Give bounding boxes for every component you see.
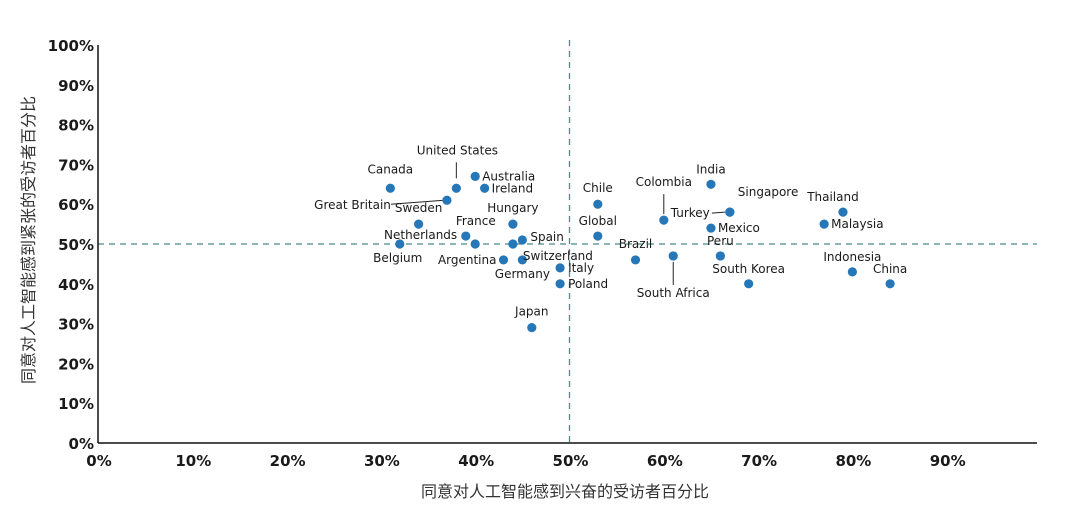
point-peru [715,251,725,261]
point-canada [385,183,395,193]
point-argentina [498,255,509,265]
label-indonesia: Indonesia [823,250,881,264]
label-switzerland: Switzerland [523,249,593,263]
label-mexico: Mexico [718,221,760,235]
label-singapore: Singapore [738,185,799,199]
x-tick-label: 90% [930,452,966,470]
point-thailand [838,207,848,217]
x-tick-label: 10% [175,452,211,470]
point-south-korea [744,279,754,289]
label-turkey: Turkey [670,206,710,220]
label-hungary: Hungary [487,201,538,215]
y-tick-label: 20% [58,355,94,373]
x-axis-title: 同意对人工智能感到兴奋的受访者百分比 [421,482,709,501]
label-chile: Chile [583,181,613,195]
point-japan [527,322,537,333]
label-china: China [873,262,907,276]
label-malaysia: Malaysia [831,217,883,231]
label-ireland: Ireland [492,181,534,195]
y-tick-label: 50% [58,236,94,254]
x-tick-label: 20% [270,452,306,470]
point-singapore [725,207,735,217]
y-axis-title: 同意对人工智能感到紧张的受访者百分比 [19,96,38,384]
x-tick-label: 60% [647,452,683,470]
point-hungary [508,219,518,229]
label-colombia: Colombia [636,175,692,189]
label-france: France [456,214,496,228]
label-global: Global [579,214,617,228]
point-spain [517,235,527,245]
point-china [885,279,895,289]
point-poland [555,279,565,289]
x-tick-label: 40% [458,452,494,470]
point-great-britain [442,195,452,205]
point-australia [470,171,480,181]
leader-line-great-britain [390,199,444,205]
point-united-states [451,183,461,193]
label-australia: Australia [482,169,535,183]
label-poland: Poland [568,277,608,291]
label-india: India [696,162,725,176]
label-thailand: Thailand [806,190,859,204]
y-tick-label: 80% [58,117,94,135]
y-tick-label: 40% [58,276,94,294]
point-france [461,231,471,241]
point-south-africa [668,251,678,261]
x-tick-label: 50% [553,452,589,470]
label-argentina: Argentina [438,253,497,267]
label-spain: Spain [530,230,564,244]
label-south-korea: South Korea [712,262,785,276]
y-tick-label: 90% [58,77,94,95]
y-tick-label: 30% [58,316,94,334]
label-south-africa: South Africa [637,286,710,300]
label-canada: Canada [367,162,413,176]
label-united-states: United States [417,143,498,157]
y-tick-label: 100% [48,37,94,55]
reference-lines [98,40,1037,443]
point-ireland [480,183,490,193]
y-tick-label: 70% [58,156,94,174]
point-indonesia [847,267,858,277]
leader-line-turkey [711,211,725,214]
point-netherlands [470,239,480,249]
label-brazil: Brazil [619,237,653,251]
y-tick-label: 10% [58,395,94,413]
point-india [706,179,716,189]
point-mexico [706,223,716,233]
point-italy [555,263,565,273]
x-tick-label: 0% [86,452,111,470]
x-tick-label: 80% [835,452,871,470]
label-japan: Japan [514,305,548,319]
label-netherlands: Netherlands [384,228,457,242]
label-sweden: Sweden [395,201,442,215]
label-peru: Peru [707,234,734,248]
point-malaysia [819,219,829,229]
label-belgium: Belgium [373,251,422,265]
axes [97,45,1037,444]
point-sweden [414,219,424,229]
x-tick-label: 70% [741,452,777,470]
point-chile [593,199,603,209]
label-germany: Germany [495,267,550,281]
label-great-britain: Great Britain [314,198,391,212]
x-tick-label: 30% [364,452,400,470]
tick-labels: 0% 10% 20% 30% 40% 50% 60% 70% 80% 90% 100% 0% 10% 20… [48,37,966,470]
data-points [385,171,895,333]
y-tick-label: 60% [58,196,94,214]
point-switzerland [508,239,518,249]
point-brazil [630,255,641,265]
point-labels: Canada United States Great Britain Australi… [314,143,907,318]
y-tick-label: 0% [69,435,94,453]
point-germany [517,255,527,265]
label-italy: Italy [568,261,594,275]
point-colombia [659,215,669,225]
point-global [593,231,603,241]
point-belgium [395,239,405,249]
leader-lines [390,162,725,285]
